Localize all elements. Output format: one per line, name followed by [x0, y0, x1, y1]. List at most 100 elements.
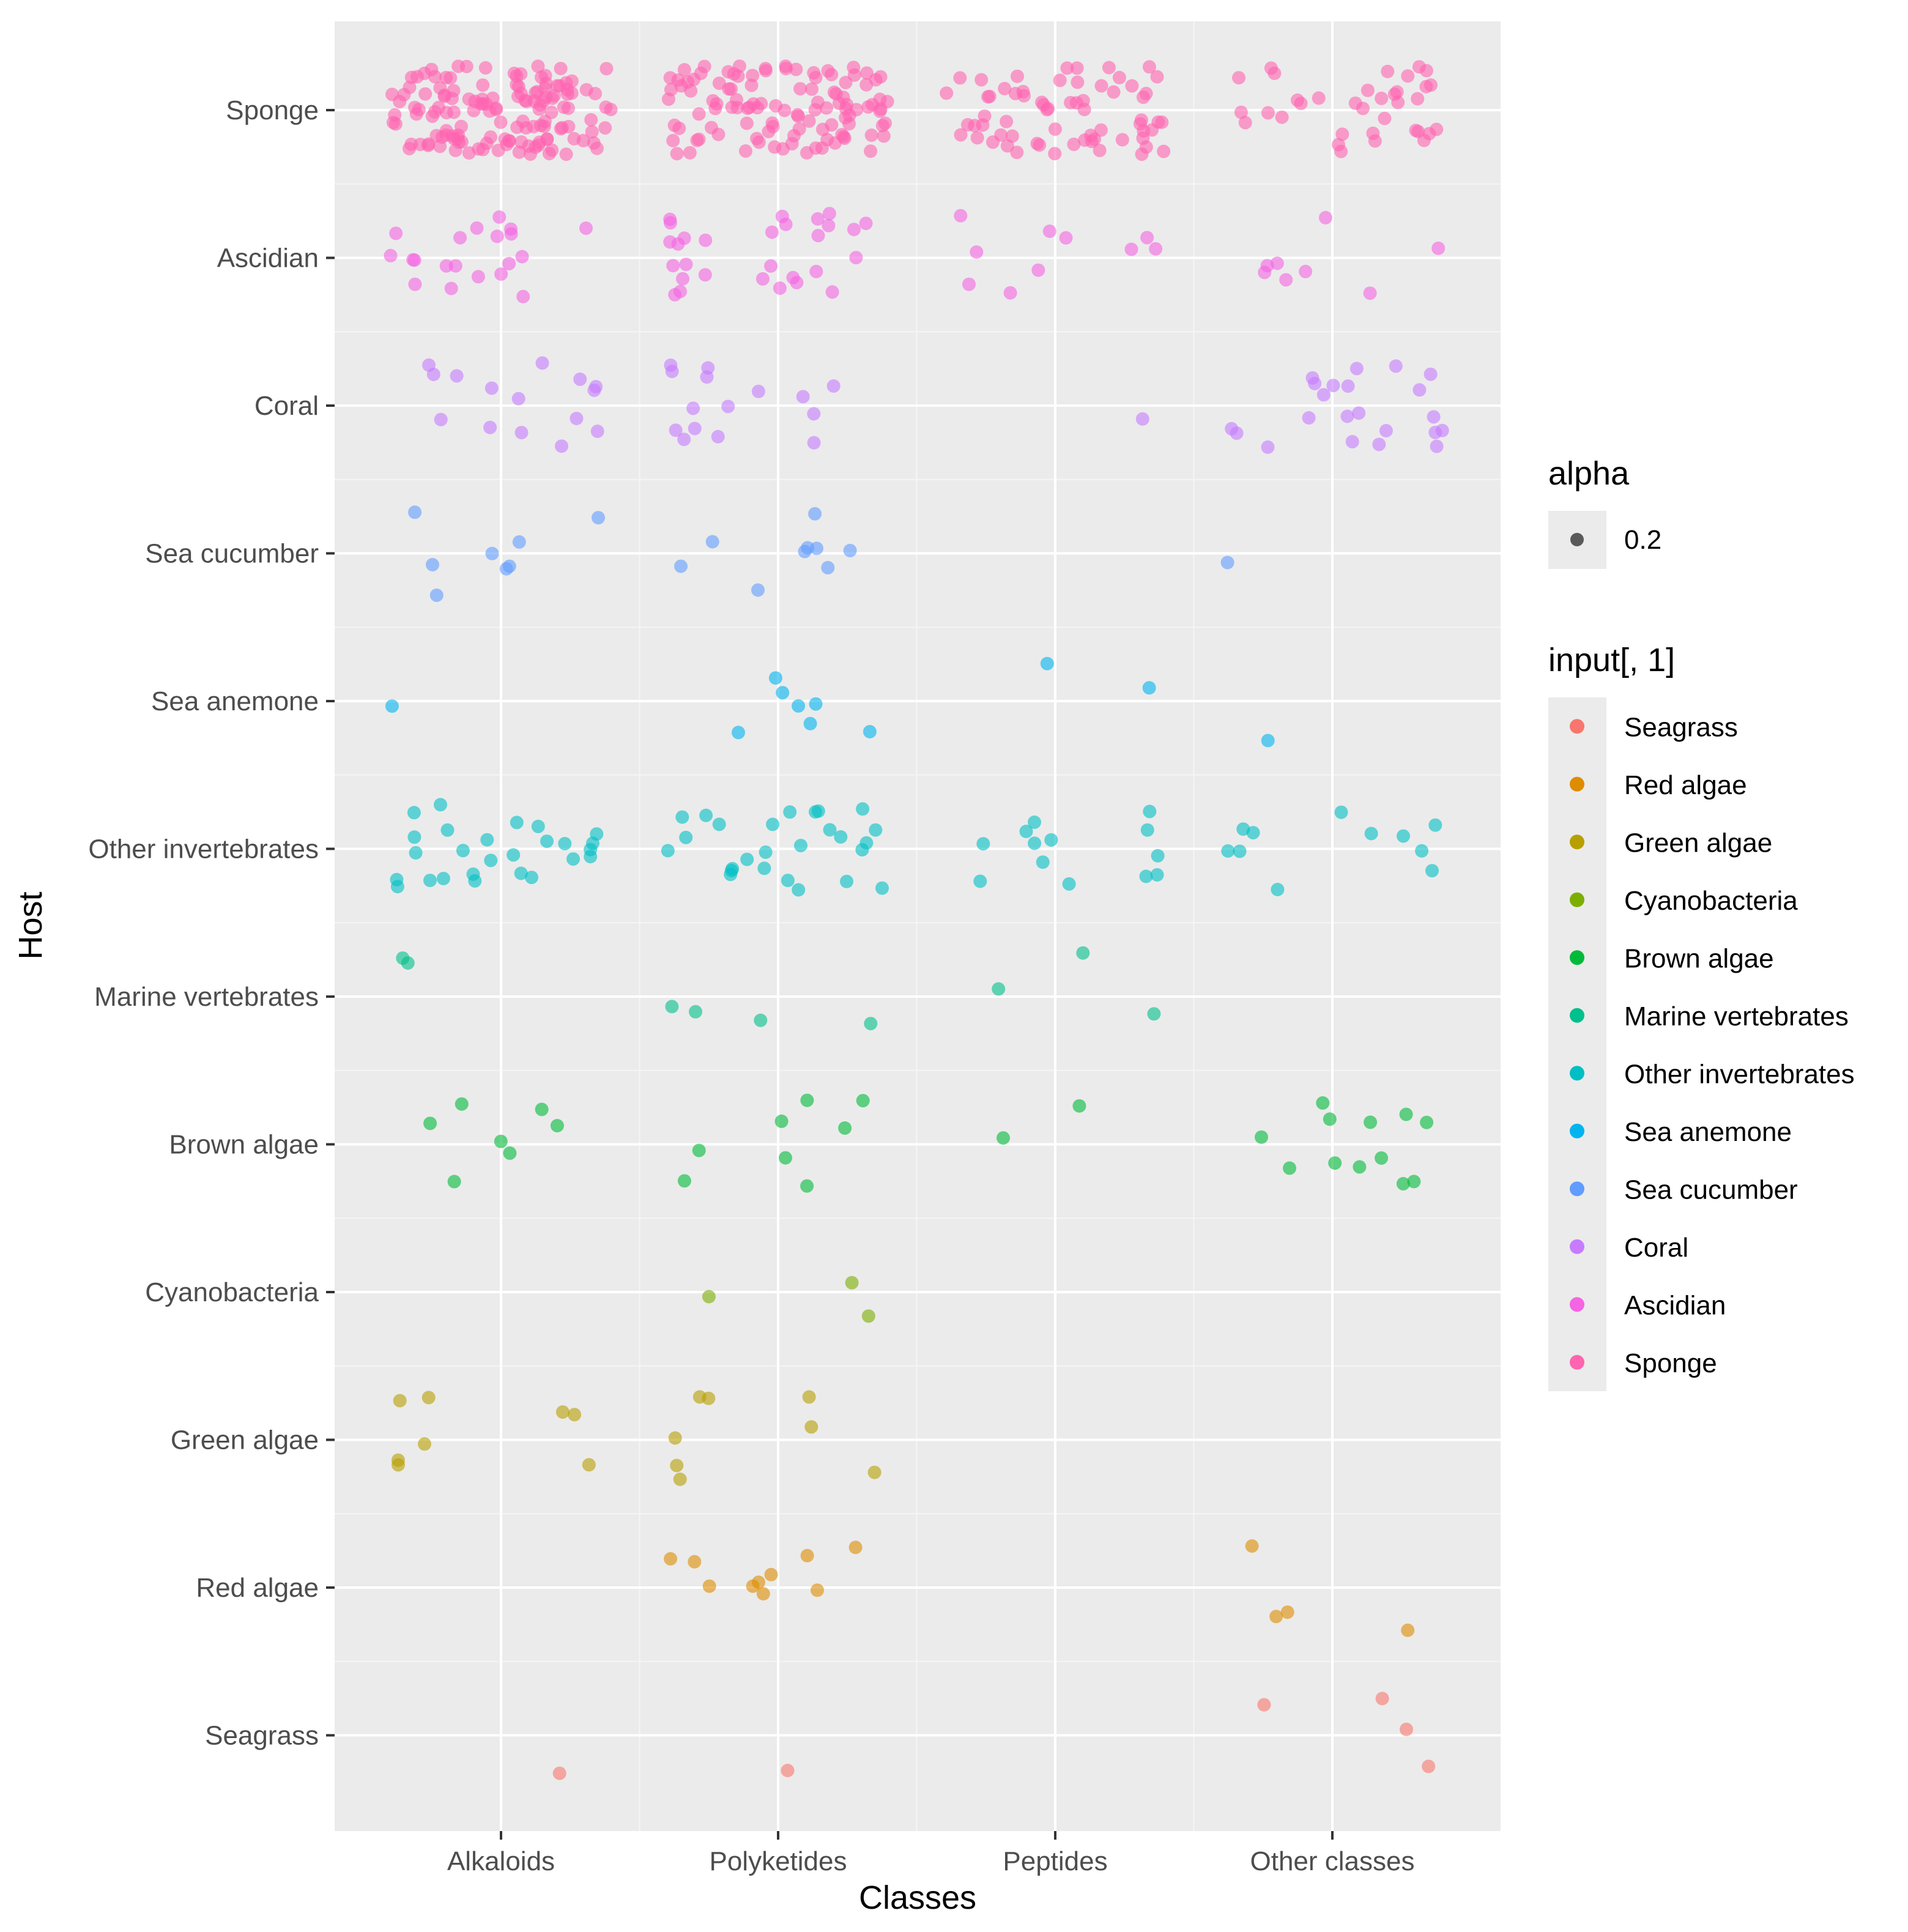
- data-point: [848, 1540, 863, 1555]
- data-point: [1326, 379, 1340, 393]
- data-point: [1389, 359, 1403, 373]
- data-point: [426, 368, 440, 381]
- data-point: [384, 248, 398, 262]
- y-tick-label: Brown algae: [169, 1130, 319, 1160]
- data-point: [1366, 126, 1380, 140]
- data-point: [677, 63, 691, 76]
- data-point: [455, 135, 469, 149]
- data-point: [755, 272, 770, 286]
- data-point: [702, 1579, 716, 1593]
- legend-key: [1570, 1354, 1584, 1370]
- data-point: [842, 108, 856, 122]
- data-point: [1360, 83, 1375, 97]
- data-point: [811, 212, 825, 226]
- data-point: [698, 268, 712, 282]
- data-point: [811, 1583, 824, 1597]
- legend-key: [1570, 1239, 1584, 1254]
- data-point: [433, 139, 447, 154]
- data-point: [1233, 844, 1247, 858]
- data-point: [1428, 818, 1442, 832]
- data-point: [1407, 1175, 1421, 1189]
- data-point: [484, 130, 497, 144]
- data-point: [401, 956, 415, 970]
- data-point: [774, 1114, 789, 1128]
- data-point: [1391, 95, 1405, 110]
- data-point: [1381, 64, 1395, 78]
- legend-label-alpha: 0.2: [1624, 525, 1661, 555]
- data-point: [855, 843, 869, 856]
- data-point: [1352, 406, 1366, 420]
- data-point: [589, 380, 603, 393]
- data-point: [968, 119, 982, 133]
- data-point: [1016, 84, 1030, 98]
- data-point: [1334, 805, 1348, 819]
- data-point: [437, 89, 451, 103]
- legend-label: Coral: [1624, 1233, 1688, 1263]
- data-point: [557, 100, 571, 114]
- data-point: [670, 1458, 684, 1473]
- data-point: [540, 834, 554, 849]
- data-point: [746, 1579, 760, 1593]
- data-point: [558, 837, 572, 850]
- data-point: [1000, 114, 1014, 128]
- data-point: [1261, 440, 1275, 454]
- data-point: [677, 1174, 691, 1188]
- data-point: [802, 114, 816, 128]
- x-axis: Alkaloids Polyketides Peptides Other classe…: [447, 1831, 1414, 1876]
- data-point: [825, 285, 839, 299]
- data-point: [794, 839, 807, 853]
- data-point: [504, 222, 518, 236]
- data-point: [500, 138, 514, 152]
- data-point: [873, 104, 887, 118]
- legend-label: Sponge: [1624, 1348, 1717, 1378]
- data-point: [826, 379, 841, 393]
- data-point: [664, 359, 678, 372]
- y-tick-label: Sea cucumber: [145, 539, 319, 569]
- data-point: [566, 852, 580, 866]
- data-point: [1072, 1099, 1086, 1113]
- data-point: [726, 861, 740, 875]
- data-point: [1245, 1539, 1259, 1553]
- legend-key-alpha: [1570, 533, 1584, 546]
- data-point: [1000, 139, 1014, 153]
- data-point: [1390, 85, 1404, 99]
- data-point: [1053, 73, 1067, 87]
- data-point: [1142, 60, 1156, 74]
- data-point: [439, 128, 453, 142]
- legend-key: [1570, 1297, 1584, 1312]
- data-point: [1048, 122, 1062, 136]
- data-point: [510, 816, 524, 830]
- legend-key: [1570, 1066, 1584, 1081]
- data-point: [462, 92, 476, 106]
- legend-key: [1570, 776, 1584, 792]
- data-point: [679, 258, 693, 272]
- data-point: [567, 132, 581, 146]
- y-tick-label: Green algae: [171, 1425, 319, 1455]
- data-point: [492, 210, 507, 224]
- data-point: [954, 209, 968, 223]
- data-point: [585, 125, 599, 139]
- data-point: [385, 699, 399, 713]
- data-point: [510, 69, 524, 83]
- data-point: [878, 116, 892, 130]
- data-point: [436, 872, 450, 885]
- data-point: [1379, 424, 1393, 437]
- data-point: [1396, 1176, 1410, 1191]
- data-point: [499, 562, 513, 576]
- data-point: [502, 256, 516, 270]
- data-point: [455, 1097, 469, 1111]
- y-tick-label: Coral: [254, 391, 319, 421]
- data-points: [384, 59, 1449, 1780]
- data-point: [1139, 140, 1153, 154]
- data-point: [1140, 823, 1154, 837]
- legend-label: Seagrass: [1624, 712, 1738, 742]
- legend-key: [1570, 834, 1584, 850]
- data-point: [773, 281, 787, 295]
- data-point: [1238, 116, 1252, 130]
- data-point: [815, 141, 829, 155]
- data-point: [599, 62, 614, 76]
- data-point: [1136, 90, 1150, 104]
- data-point: [940, 86, 954, 100]
- data-point: [1220, 555, 1234, 570]
